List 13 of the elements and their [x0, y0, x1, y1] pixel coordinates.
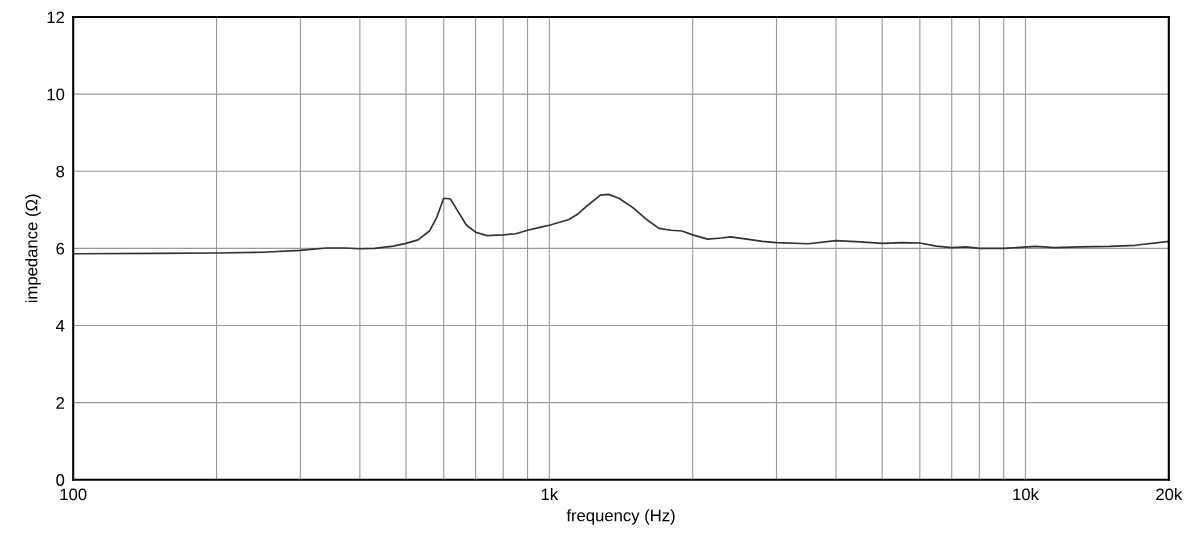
x-tick-label: 1k [541, 488, 559, 501]
x-axis-title: frequency (Hz) [566, 509, 675, 525]
x-tick-label: 100 [60, 488, 87, 501]
x-tick-label: 20k [1156, 488, 1183, 501]
y-tick-label: 12 [47, 11, 65, 24]
y-tick-label: 2 [56, 396, 65, 409]
x-tick-label: 10k [1013, 488, 1039, 501]
y-tick-label: 0 [56, 474, 65, 486]
y-tick-label: 8 [56, 165, 65, 178]
y-tick-label: 10 [47, 88, 65, 101]
y-axis-title: impedance (Ω) [25, 194, 41, 303]
y-tick-label: 6 [56, 242, 65, 255]
y-tick-label: 4 [55, 320, 65, 332]
